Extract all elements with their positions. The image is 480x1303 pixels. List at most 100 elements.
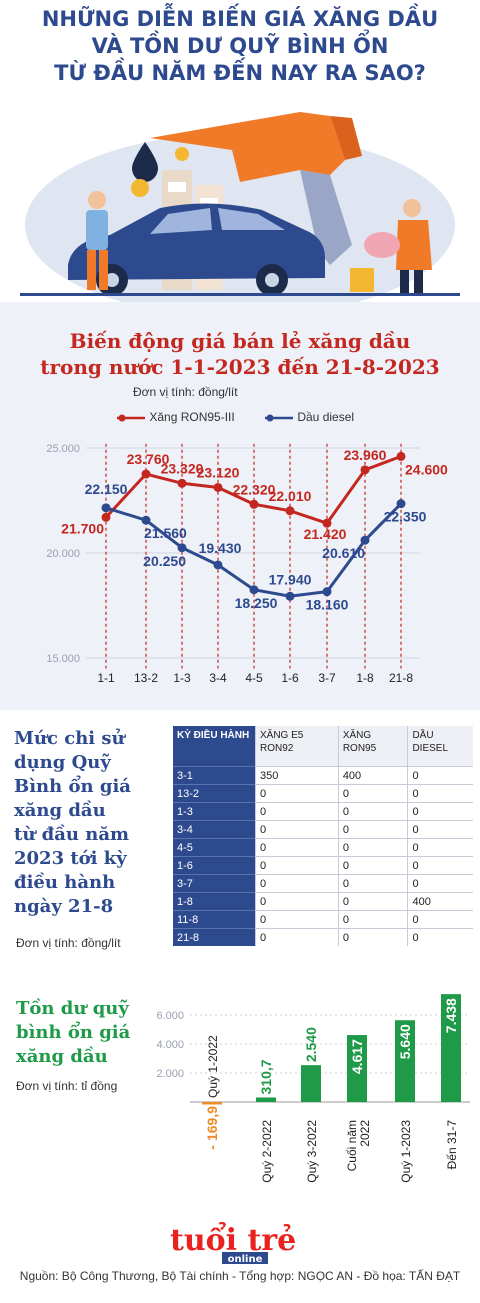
- table-cell: 0: [407, 766, 473, 785]
- diesel-data-label: 20.250: [143, 553, 186, 569]
- y-tick-label: 15.000: [46, 653, 80, 665]
- fund-usage-title-line: điều hành: [14, 872, 116, 893]
- logo-badge: [222, 1252, 268, 1264]
- category-label: Cuối năm: [345, 1120, 359, 1171]
- fund-balance-title-line: Tồn dư quỹ: [16, 998, 129, 1019]
- table-row: 1-6 0 0 0: [173, 856, 473, 875]
- table-cell: 0: [407, 838, 473, 857]
- bar: [301, 1065, 321, 1102]
- legend-ron95: Xăng RON95-III: [116, 410, 235, 424]
- ron95-point: [360, 465, 370, 475]
- price-line-chart: 15.000 20.000 25.000 1-1 13-2 1-3 3-4 4-5 1-6 3-7…: [46, 443, 448, 685]
- table-cell: 0: [255, 820, 339, 839]
- table-header-cell: KỲ ĐIỀU HÀNH: [173, 726, 256, 767]
- x-tick-label: 1-8: [356, 671, 374, 685]
- fund-usage-title-line: dụng Quỹ: [14, 752, 111, 773]
- bar: [347, 1035, 367, 1102]
- diesel-point: [213, 560, 223, 570]
- price-section-title-line: trong nước 1-1-2023 đến 21-8-2023: [40, 355, 440, 379]
- table-row: 1-3 0 0 0: [173, 802, 473, 821]
- table-cell: 1-6: [173, 856, 256, 875]
- main-title-line: TỪ ĐẦU NĂM ĐẾN NAY RA SAO?: [54, 61, 426, 85]
- diesel-point: [360, 535, 370, 545]
- bar-value-label: 4.617: [349, 1039, 365, 1074]
- x-tick-label: 13-2: [134, 671, 158, 685]
- table-cell: 0: [337, 874, 408, 893]
- diesel-data-label: 21.560: [144, 525, 187, 541]
- category-label: Quý 3-2022: [305, 1120, 319, 1183]
- table-cell: 350: [255, 766, 339, 785]
- table-row: 3-7 0 0 0: [173, 874, 473, 893]
- oil-drop-icon: [132, 142, 158, 182]
- bar-value-label: 310,7: [258, 1059, 274, 1094]
- x-tick-label: 1-6: [281, 671, 299, 685]
- x-tick-label: 4-5: [245, 671, 263, 685]
- table-cell: 0: [407, 874, 473, 893]
- diesel-data-label: 18.250: [235, 595, 278, 611]
- table-row: 11-8 0 0 0: [173, 910, 473, 929]
- table-cell: 0: [337, 910, 408, 929]
- table-cell: 0: [255, 802, 339, 821]
- fund-balance-unit: Đơn vị tính: tỉ đồng: [16, 1079, 118, 1093]
- table-cell: 0: [255, 892, 339, 911]
- ron95-data-label: 21.420: [304, 526, 347, 542]
- table-cell: 0: [337, 784, 408, 803]
- diesel-data-label: 19.430: [199, 540, 242, 556]
- table-cell: 0: [255, 784, 339, 803]
- legend-ron95-swatch: [117, 414, 145, 422]
- ron95-data-label: 22.010: [269, 488, 312, 504]
- x-tick-label: 1-1: [97, 671, 115, 685]
- ron95-point: [285, 506, 295, 516]
- diesel-data-label: 17.940: [269, 571, 312, 587]
- legend-ron95-label: Xăng RON95-III: [149, 410, 235, 424]
- table-row: 3-4 0 0 0: [173, 820, 473, 839]
- table-cell: 3-7: [173, 874, 256, 893]
- table-cell: 0: [337, 892, 408, 911]
- table-cell: 3-1: [173, 766, 256, 785]
- diesel-data-label: 22.150: [85, 481, 128, 497]
- fund-balance-title-line: xăng dầu: [16, 1046, 108, 1067]
- bar: [202, 1102, 222, 1105]
- ron95-point: [177, 478, 187, 488]
- table-cell: 1-3: [173, 802, 256, 821]
- fund-usage-title: Mức chi sử dụng Quỹ Bình ổn giá xăng dầu…: [14, 727, 174, 919]
- fund-usage-table: KỲ ĐIỀU HÀNH XĂNG E5 RON92 XĂNG RON95 DẦ…: [173, 726, 473, 946]
- ron95-point: [249, 499, 259, 509]
- table-cell: 1-8: [173, 892, 256, 911]
- table-cell: 0: [255, 928, 339, 946]
- bar-value-label: - 169,9: [204, 1106, 220, 1150]
- fund-usage-title-line: từ đầu năm: [14, 824, 130, 845]
- y-tick-label: 20.000: [46, 548, 80, 560]
- table-cell: 0: [255, 910, 339, 929]
- x-tick-label: 3-4: [209, 671, 227, 685]
- fund-usage-title-line: Bình ổn giá: [14, 776, 131, 797]
- ron95-data-label: 21.700: [61, 520, 104, 536]
- category-label: 2022: [358, 1120, 372, 1147]
- diesel-data-label: 18.160: [306, 597, 349, 613]
- ron95-data-label: 24.600: [405, 461, 448, 477]
- y-tick-label: 6.000: [156, 1010, 184, 1022]
- ron95-point: [322, 518, 332, 528]
- bar-value-label: 5.640: [397, 1024, 413, 1059]
- table-cell: 0: [407, 856, 473, 875]
- table-cell: 400: [407, 892, 473, 911]
- table-cell: 3-4: [173, 820, 256, 839]
- table-cell: 400: [337, 766, 408, 785]
- table-row: 3-1 350 400 0: [173, 766, 473, 785]
- fund-usage-title-line: ngày 21-8: [14, 896, 114, 917]
- diesel-point: [322, 587, 332, 597]
- diesel-data-label: 20.610: [322, 545, 365, 561]
- table-header-cell: XĂNG RON95: [337, 726, 408, 767]
- bar: [256, 1097, 276, 1102]
- table-row: 13-2 0 0 0: [173, 784, 473, 803]
- diesel-point: [101, 503, 111, 513]
- x-tick-label: 1-3: [173, 671, 191, 685]
- source-credit: Nguồn: Bộ Công Thương, Bộ Tài chính - Tổ…: [19, 1269, 461, 1283]
- ron95-data-label: 22.320: [233, 481, 276, 497]
- price-section-title: Biến động giá bán lẻ xăng dầu trong nước…: [0, 328, 480, 380]
- table-cell: 0: [407, 820, 473, 839]
- price-section-title-line: Biến động giá bán lẻ xăng dầu: [69, 329, 411, 353]
- bar-value-label: 7.438: [443, 998, 459, 1033]
- y-tick-label: 25.000: [46, 443, 80, 455]
- table-cell: 21-8: [173, 928, 256, 946]
